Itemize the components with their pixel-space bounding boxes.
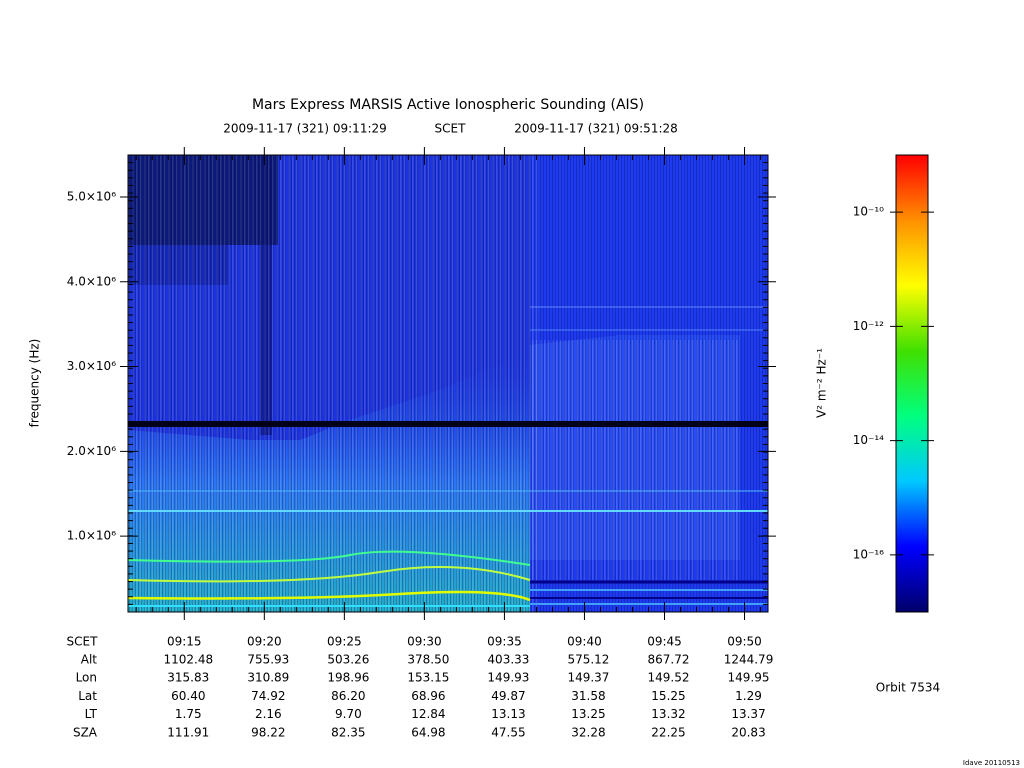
colorbar-label: V² m⁻² Hz⁻¹ [815, 348, 829, 418]
ephemeris-value: 149.93 [487, 671, 529, 685]
x-tick-label: 09:45 [647, 635, 682, 649]
ephemeris-value: 13.32 [651, 707, 685, 721]
ephemeris-value: 1244.79 [724, 653, 774, 667]
ephemeris-value: 198.96 [327, 671, 369, 685]
y-tick-label: 4.0×10⁶ [67, 274, 116, 288]
ephemeris-value: 13.25 [571, 707, 605, 721]
ephemeris-value: 503.26 [327, 653, 369, 667]
ephemeris-value: 20.83 [731, 725, 765, 739]
x-tick-label: 09:40 [567, 635, 602, 649]
ephemeris-value: 68.96 [411, 689, 445, 703]
ephemeris-value: 32.28 [571, 725, 605, 739]
time-system: SCET [435, 122, 467, 136]
ephemeris-label: Lon [76, 671, 97, 685]
colorbar-tick-label: 10⁻¹⁶ [853, 547, 884, 561]
ephemeris-value: 49.87 [491, 689, 525, 703]
colorbar-tick-label: 10⁻¹² [853, 319, 884, 333]
footer: Idave 20110513 [963, 759, 1020, 767]
y-tick-label: 5.0×10⁶ [67, 189, 116, 203]
y-tick-label: 2.0×10⁶ [67, 444, 116, 458]
x-tick-label: 09:15 [167, 635, 202, 649]
ephemeris-value: 310.89 [247, 671, 289, 685]
chart-title: Mars Express MARSIS Active Ionospheric S… [252, 97, 644, 113]
y-axis-label: frequency (Hz) [28, 339, 42, 428]
x-tick-label: 09:35 [487, 635, 522, 649]
ephemeris-value: 1.29 [735, 689, 762, 703]
ephemeris-value: 755.93 [247, 653, 289, 667]
ephemeris-value: 74.92 [251, 689, 285, 703]
ephemeris-value: 82.35 [331, 725, 365, 739]
ephemeris-value: 149.95 [728, 671, 770, 685]
y-tick-label: 3.0×10⁶ [67, 359, 116, 373]
ephemeris-value: 575.12 [567, 653, 609, 667]
start-time: 2009-11-17 (321) 09:11:29 [223, 122, 387, 136]
ephemeris-value: 2.16 [255, 707, 282, 721]
orbit: Orbit 7534 [876, 681, 940, 695]
ephemeris-label: LT [85, 707, 98, 721]
ephemeris-value: 13.13 [491, 707, 525, 721]
colorbar-tick-label: 10⁻¹⁴ [853, 433, 884, 447]
ephemeris-value: 98.22 [251, 725, 285, 739]
ephemeris-value: 378.50 [407, 653, 449, 667]
y-tick-label: 1.0×10⁶ [67, 529, 116, 543]
colorbar [895, 154, 929, 613]
ephemeris-value: 64.98 [411, 725, 445, 739]
ephemeris-value: 15.25 [651, 689, 685, 703]
ephemeris-value: 60.40 [171, 689, 205, 703]
ephemeris-value: 13.37 [731, 707, 765, 721]
end-time: 2009-11-17 (321) 09:51:28 [514, 122, 678, 136]
x-tick-label: 09:25 [327, 635, 362, 649]
ephemeris-value: 12.84 [411, 707, 445, 721]
x-tick-label: 09:50 [727, 635, 762, 649]
x-tick-label: 09:20 [247, 635, 282, 649]
x-tick-label: 09:30 [407, 635, 442, 649]
ephemeris-value: 149.37 [567, 671, 609, 685]
ephemeris-value: 86.20 [331, 689, 365, 703]
ephemeris-value: 149.52 [647, 671, 689, 685]
colorbar-tick-label: 10⁻¹⁰ [853, 205, 884, 219]
scet-row-label: SCET [67, 635, 99, 649]
ephemeris-value: 153.15 [407, 671, 449, 685]
ephemeris-value: 9.70 [335, 707, 362, 721]
ephemeris-value: 47.55 [491, 725, 525, 739]
ephemeris-value: 867.72 [647, 653, 689, 667]
ephemeris-value: 1102.48 [163, 653, 213, 667]
ephemeris-value: 1.75 [175, 707, 202, 721]
ephemeris-value: 31.58 [571, 689, 605, 703]
ephemeris-label: SZA [73, 725, 98, 739]
ephemeris-value: 315.83 [167, 671, 209, 685]
ephemeris-value: 22.25 [651, 725, 685, 739]
ephemeris-value: 111.91 [167, 725, 209, 739]
ephemeris-label: Lat [78, 689, 97, 703]
spectrogram [128, 155, 768, 612]
ephemeris-value: 403.33 [487, 653, 529, 667]
ephemeris-label: Alt [81, 653, 98, 667]
